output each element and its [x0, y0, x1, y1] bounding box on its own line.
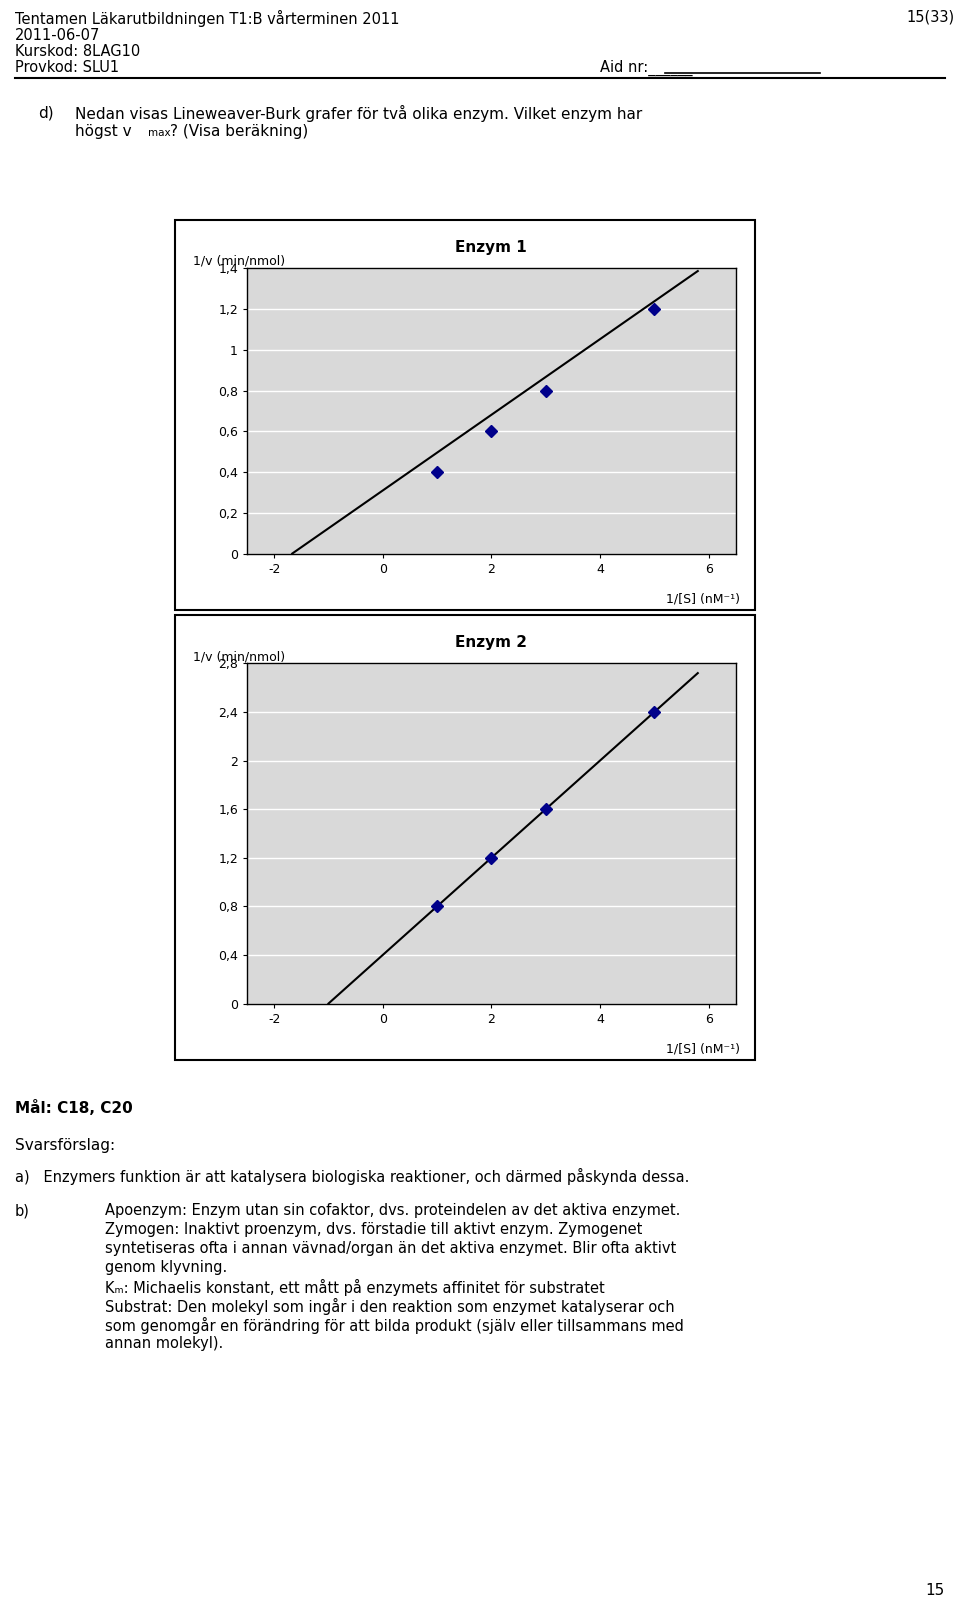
Text: Provkod: SLU1: Provkod: SLU1 — [15, 60, 119, 74]
Text: Tentamen Läkarutbildningen T1:B vårterminen 2011: Tentamen Läkarutbildningen T1:B vårtermi… — [15, 10, 399, 27]
Text: 1/[S] (nM⁻¹): 1/[S] (nM⁻¹) — [666, 592, 740, 605]
Text: annan molekyl).: annan molekyl). — [105, 1336, 224, 1352]
Text: 1/[S] (nM⁻¹): 1/[S] (nM⁻¹) — [666, 1042, 740, 1055]
Text: Enzym 2: Enzym 2 — [455, 636, 527, 650]
Text: 15(33): 15(33) — [907, 10, 955, 24]
Text: Mål: C18, C20: Mål: C18, C20 — [15, 1100, 132, 1116]
Text: d): d) — [38, 105, 54, 119]
Text: Substrat: Den molekyl som ingår i den reaktion som enzymet katalyserar och: Substrat: Den molekyl som ingår i den re… — [105, 1298, 675, 1315]
Text: som genomgår en förändring för att bilda produkt (själv eller tillsammans med: som genomgår en förändring för att bilda… — [105, 1316, 684, 1334]
Bar — [175, 219, 755, 610]
Text: 15: 15 — [925, 1582, 945, 1598]
Text: a)   Enzymers funktion är att katalysera biologiska reaktioner, och därmed påsky: a) Enzymers funktion är att katalysera b… — [15, 1168, 689, 1186]
Text: Kurskod: 8LAG10: Kurskod: 8LAG10 — [15, 44, 140, 60]
Text: Aid nr:______: Aid nr:______ — [600, 60, 692, 76]
Text: Enzym 1: Enzym 1 — [455, 240, 527, 255]
Bar — [175, 615, 755, 1060]
Text: max: max — [148, 127, 171, 139]
Text: b): b) — [15, 1203, 30, 1218]
Text: 2011-06-07: 2011-06-07 — [15, 27, 101, 44]
Text: genom klyvning.: genom klyvning. — [105, 1260, 228, 1274]
Text: Svarsförslag:: Svarsförslag: — [15, 1139, 115, 1153]
Text: högst v: högst v — [75, 124, 132, 139]
Text: Nedan visas Lineweaver-Burk grafer för två olika enzym. Vilket enzym har: Nedan visas Lineweaver-Burk grafer för t… — [75, 105, 642, 123]
Text: Kₘ: Michaelis konstant, ett mått på enzymets affinitet för substratet: Kₘ: Michaelis konstant, ett mått på enzy… — [105, 1279, 605, 1295]
Text: 1/v (min/nmol): 1/v (min/nmol) — [193, 650, 285, 663]
Text: Apoenzym: Enzym utan sin cofaktor, dvs. proteindelen av det aktiva enzymet.: Apoenzym: Enzym utan sin cofaktor, dvs. … — [105, 1203, 681, 1218]
Text: 1/v (min/nmol): 1/v (min/nmol) — [193, 255, 285, 268]
Text: ? (Visa beräkning): ? (Visa beräkning) — [170, 124, 308, 139]
Text: Zymogen: Inaktivt proenzym, dvs. förstadie till aktivt enzym. Zymogenet: Zymogen: Inaktivt proenzym, dvs. förstad… — [105, 1223, 642, 1237]
Text: syntetiseras ofta i annan vävnad/organ än det aktiva enzymet. Blir ofta aktivt: syntetiseras ofta i annan vävnad/organ ä… — [105, 1240, 676, 1257]
